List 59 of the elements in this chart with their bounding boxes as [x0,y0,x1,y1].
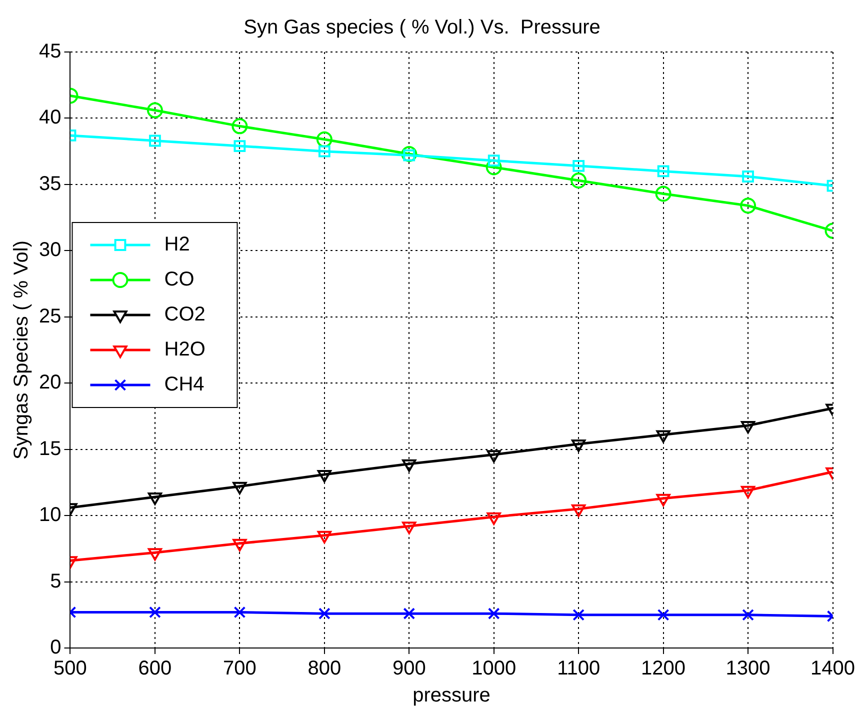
y-tick-label: 0 [50,636,62,659]
point [402,459,416,472]
y-axis-title: Syngas Species ( % Vol) [10,240,33,460]
point [572,504,586,517]
point [740,198,756,214]
point [148,492,162,506]
point [740,486,756,498]
x-tick-label: 700 [223,658,256,680]
point [232,538,247,552]
point [318,145,330,158]
point [655,186,672,202]
y-tick-label: 35 [38,172,62,195]
point [148,548,162,561]
point [401,146,418,162]
point [570,172,587,188]
legend-label: H2 [164,234,190,256]
point [149,134,161,147]
legend-label: H2O [164,338,206,361]
point [740,420,756,434]
point [317,530,332,544]
y-tick-label: 40 [38,106,62,129]
y-tick-label: 15 [38,438,62,460]
x-tick-label: 1200 [641,658,686,680]
y-tick-label: 20 [38,372,62,394]
point [657,165,670,178]
y-tick-label: 30 [38,239,62,262]
point [488,154,500,167]
y-tick-label: 10 [38,504,62,526]
x-tick-label: 800 [308,658,342,680]
point [572,160,585,172]
legend-label: CH4 [164,374,204,396]
point [656,494,670,506]
y-tick-label: 5 [50,570,62,592]
point [572,440,586,452]
point [486,512,501,525]
point [232,118,248,134]
x-tick-label: 600 [138,658,172,680]
point [317,470,332,482]
point [742,170,754,182]
point [232,482,247,494]
chart-title: Syn Gas species ( % Vol.) Vs. Pressure [244,16,600,39]
legend-label: CO [164,268,194,291]
point [234,140,246,152]
x-axis-title: pressure [412,684,490,707]
point [146,102,163,118]
point [316,131,332,148]
x-tick-label: 1100 [557,658,600,680]
legend-label: CO2 [164,304,206,326]
y-tick-label: 25 [38,305,62,328]
x-tick-label: 500 [54,658,87,680]
x-tick-label: 900 [392,658,426,680]
point [486,159,502,176]
point [486,450,501,463]
point [402,522,416,534]
x-tick-label: 1000 [472,658,516,680]
y-tick-label: 45 [38,40,62,63]
x-tick-label: 1400 [810,658,856,680]
point [656,430,670,443]
x-tick-label: 1300 [726,658,770,680]
